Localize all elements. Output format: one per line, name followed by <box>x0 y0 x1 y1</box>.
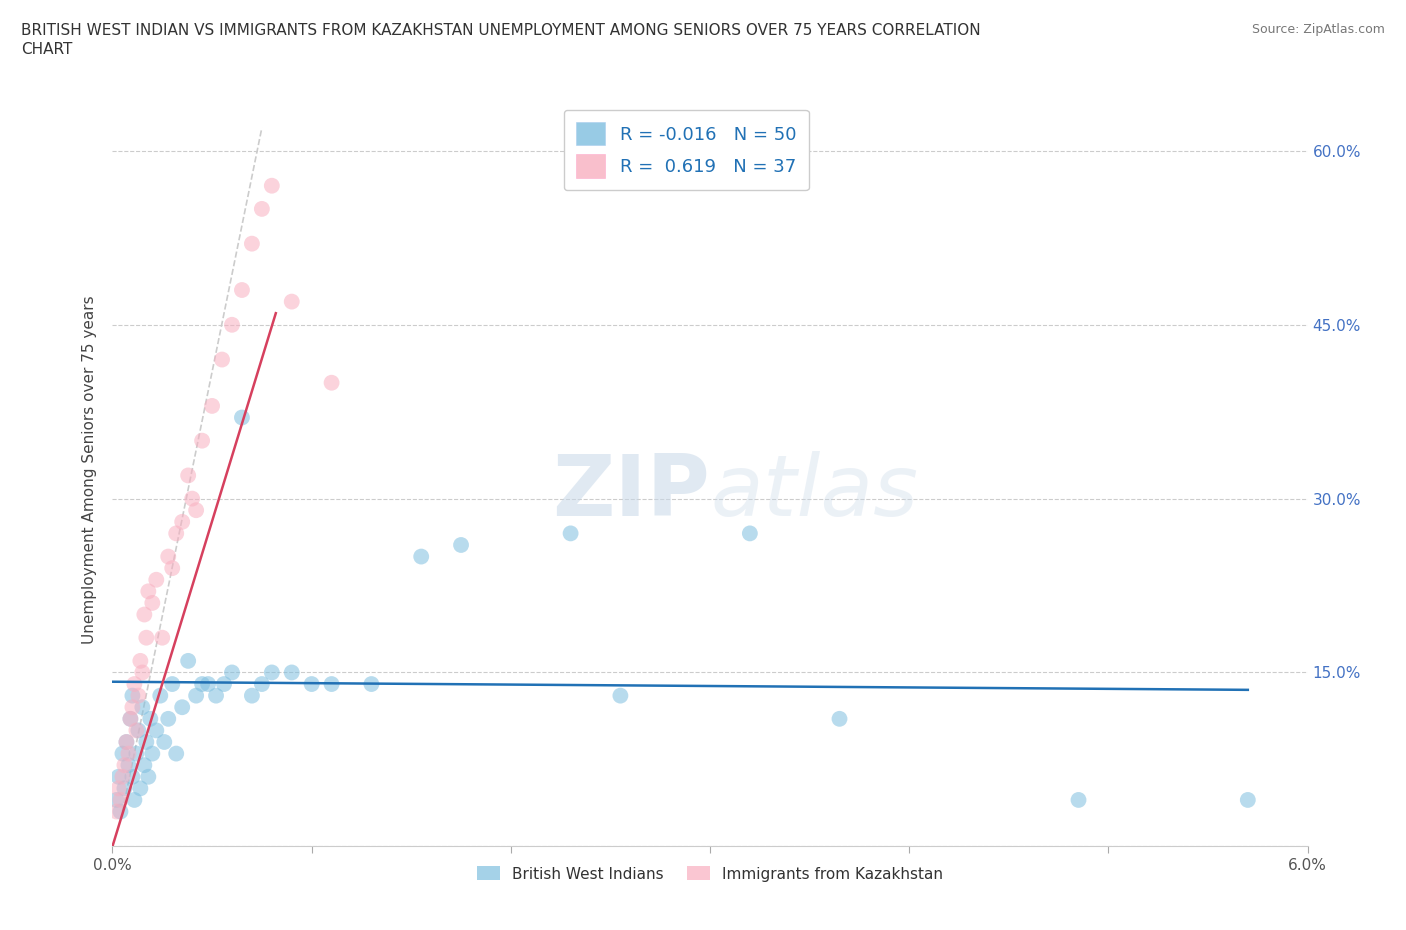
Point <box>111 769 134 784</box>
Y-axis label: Unemployment Among Seniors over 75 years: Unemployment Among Seniors over 75 years <box>82 296 97 644</box>
Point <box>240 236 263 251</box>
Point <box>165 746 187 761</box>
Point <box>115 735 138 750</box>
Point <box>135 735 157 750</box>
Legend: British West Indians, Immigrants from Kazakhstan: British West Indians, Immigrants from Ka… <box>471 860 949 887</box>
Point <box>1067 792 1090 807</box>
Point <box>250 677 273 692</box>
Point <box>250 202 273 217</box>
Point <box>117 758 139 773</box>
Point <box>260 665 283 680</box>
Point <box>301 677 323 692</box>
Point <box>129 781 152 796</box>
Point <box>360 677 382 692</box>
Point <box>114 758 135 773</box>
Point <box>149 688 172 703</box>
Point <box>197 677 219 692</box>
Point <box>135 631 157 645</box>
Point <box>186 503 208 518</box>
Point <box>450 538 472 552</box>
Point <box>240 688 263 703</box>
Point <box>145 572 167 587</box>
Point <box>115 735 138 750</box>
Point <box>153 735 176 750</box>
Point <box>231 410 253 425</box>
Point <box>134 607 156 622</box>
Point <box>181 491 204 506</box>
Point <box>114 781 135 796</box>
Point <box>177 468 200 483</box>
Point <box>120 711 142 726</box>
Point <box>105 804 128 819</box>
Point <box>110 792 132 807</box>
Point <box>321 677 343 692</box>
Point <box>120 711 142 726</box>
Point <box>117 746 139 761</box>
Point <box>131 665 153 680</box>
Point <box>157 711 180 726</box>
Text: BRITISH WEST INDIAN VS IMMIGRANTS FROM KAZAKHSTAN UNEMPLOYMENT AMONG SENIORS OVE: BRITISH WEST INDIAN VS IMMIGRANTS FROM K… <box>21 23 981 38</box>
Point <box>105 792 128 807</box>
Point <box>191 677 214 692</box>
Point <box>281 294 304 309</box>
Text: CHART: CHART <box>21 42 73 57</box>
Point <box>186 688 208 703</box>
Point <box>211 352 233 367</box>
Point <box>150 631 173 645</box>
Point <box>121 769 143 784</box>
Point <box>828 711 851 726</box>
Point <box>141 746 163 761</box>
Point <box>138 584 160 599</box>
Point <box>260 179 283 193</box>
Point <box>560 526 582 541</box>
Point <box>124 677 146 692</box>
Point <box>125 723 148 737</box>
Text: atlas: atlas <box>710 451 918 534</box>
Point <box>138 769 160 784</box>
Point <box>145 723 167 737</box>
Point <box>129 654 152 669</box>
Point <box>191 433 214 448</box>
Point <box>141 595 163 610</box>
Point <box>139 711 162 726</box>
Point <box>107 769 129 784</box>
Point <box>107 781 129 796</box>
Point <box>121 699 143 714</box>
Point <box>221 665 243 680</box>
Point <box>738 526 761 541</box>
Point <box>157 549 180 564</box>
Point <box>125 746 148 761</box>
Point <box>321 376 343 391</box>
Point <box>134 758 156 773</box>
Point <box>111 746 134 761</box>
Point <box>131 699 153 714</box>
Point <box>231 283 253 298</box>
Point <box>177 654 200 669</box>
Point <box>124 792 146 807</box>
Point <box>121 688 143 703</box>
Point <box>162 677 183 692</box>
Point <box>165 526 187 541</box>
Point <box>201 398 224 413</box>
Point <box>172 699 194 714</box>
Point <box>281 665 304 680</box>
Point <box>1237 792 1260 807</box>
Point <box>609 688 631 703</box>
Point <box>205 688 228 703</box>
Point <box>127 723 149 737</box>
Point <box>221 317 243 332</box>
Text: ZIP: ZIP <box>553 451 710 534</box>
Text: Source: ZipAtlas.com: Source: ZipAtlas.com <box>1251 23 1385 36</box>
Point <box>162 561 183 576</box>
Point <box>127 688 149 703</box>
Point <box>172 514 194 529</box>
Point <box>212 677 235 692</box>
Point <box>110 804 132 819</box>
Point <box>411 549 433 564</box>
